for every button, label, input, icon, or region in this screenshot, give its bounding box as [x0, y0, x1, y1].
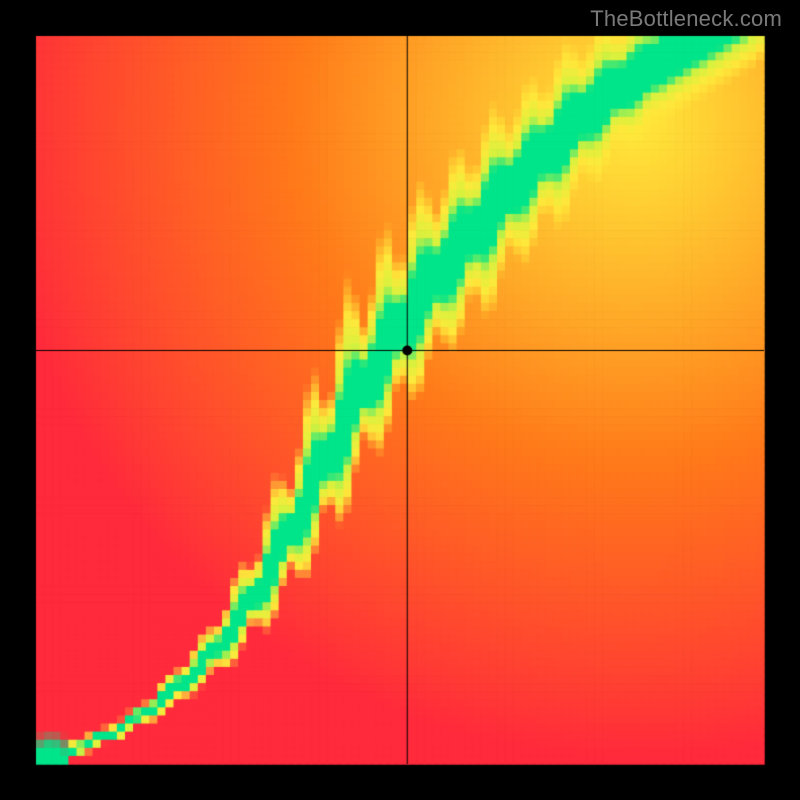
watermark-text: TheBottleneck.com [590, 6, 782, 32]
bottleneck-heatmap [0, 0, 800, 800]
